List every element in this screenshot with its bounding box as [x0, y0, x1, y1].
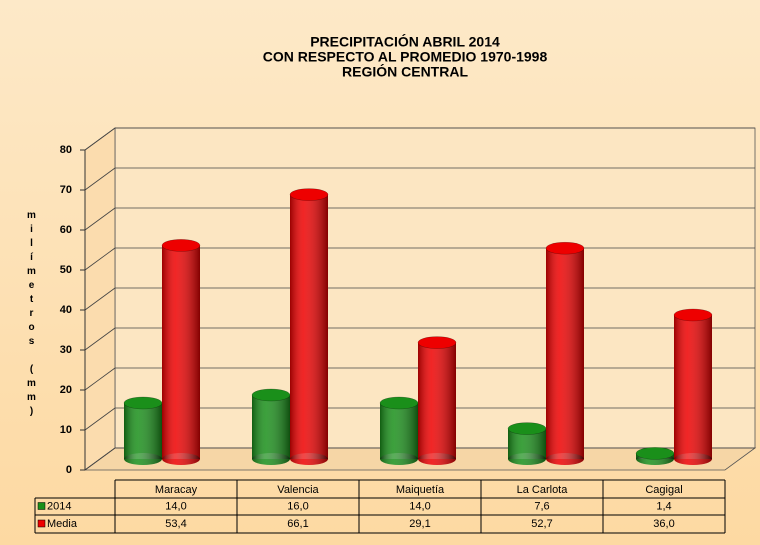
grid-line: [84, 407, 116, 431]
x-tick-label: Maracay: [155, 484, 198, 496]
bar-top: [251, 388, 291, 402]
y-tick-label: 70: [60, 184, 72, 196]
grid-line: [84, 207, 116, 231]
bar-shade: [252, 395, 290, 459]
value-label: 14,0: [165, 500, 186, 512]
bar-shade: [290, 194, 328, 459]
y-axis-label: milímetros (mm): [26, 210, 37, 420]
y-tick-label: 10: [60, 424, 72, 436]
bar: [417, 336, 457, 465]
grid-line: [84, 447, 116, 471]
legend-swatch: [37, 502, 46, 510]
bar-shade: [418, 342, 456, 459]
y-tick-label: 0: [66, 464, 72, 476]
legend-swatch: [37, 519, 46, 528]
bar-shade: [380, 403, 418, 459]
bar-top: [161, 239, 201, 252]
bar-top: [635, 447, 675, 460]
grid-line: [84, 127, 116, 151]
bar-top: [545, 241, 585, 255]
value-label: 36,0: [653, 518, 674, 530]
bar-bottom-shade: [252, 453, 290, 465]
bar-top: [379, 396, 419, 410]
x-tick-label: Valencia: [277, 484, 319, 496]
x-tick-label: La Carlota: [517, 484, 569, 496]
legend-label: Media: [47, 518, 78, 530]
value-label: 14,0: [409, 500, 430, 512]
bar-bottom-shade: [418, 453, 456, 465]
value-label: 16,0: [287, 500, 308, 512]
y-tick-label: 30: [60, 344, 72, 356]
y-tick-label: 80: [60, 144, 72, 156]
grid-line: [84, 247, 116, 271]
chart-title: REGIÓN CENTRAL: [342, 63, 468, 80]
bar-bottom-shade: [290, 453, 328, 465]
bar: [251, 388, 291, 465]
value-label: 29,1: [409, 518, 430, 530]
bar-shade: [674, 315, 712, 459]
bar-top: [673, 308, 713, 322]
bar-bottom-shade: [546, 453, 584, 465]
value-label: 7,6: [534, 500, 549, 512]
bar: [507, 422, 547, 465]
y-tick-label: 20: [60, 384, 72, 396]
bar-bottom-shade: [162, 453, 200, 465]
x-tick-label: Maiquetía: [396, 484, 445, 496]
bar: [635, 447, 675, 465]
bar: [123, 396, 163, 465]
value-label: 53,4: [165, 518, 186, 530]
chart-title: PRECIPITACIÓN ABRIL 2014: [310, 33, 500, 50]
value-label: 52,7: [531, 518, 552, 530]
grid-line: [84, 287, 116, 311]
value-label: 66,1: [287, 518, 308, 530]
value-label: 1,4: [656, 500, 671, 512]
bar: [673, 308, 713, 465]
bar: [545, 241, 585, 465]
bar: [379, 396, 419, 465]
grid-line: [84, 327, 116, 351]
bar: [161, 239, 201, 465]
bar-bottom-shade: [380, 453, 418, 465]
bar-bottom-shade: [508, 453, 546, 465]
bar-top: [289, 188, 329, 201]
legend-label: 2014: [47, 500, 71, 512]
bar-top: [123, 396, 163, 410]
y-tick-label: 60: [60, 224, 72, 236]
bar-shade: [124, 403, 162, 459]
grid-line: [84, 167, 116, 191]
bar: [289, 188, 329, 465]
grid-line: [84, 367, 116, 391]
y-tick-label: 40: [60, 304, 72, 316]
chart-title: CON RESPECTO AL PROMEDIO 1970-1998: [263, 49, 548, 65]
bar-top: [507, 422, 547, 435]
x-tick-label: Cagigal: [645, 484, 682, 496]
bar-shade: [546, 248, 584, 459]
bar-bottom-shade: [674, 453, 712, 465]
bar-top: [417, 336, 457, 349]
bar-bottom-shade: [124, 453, 162, 465]
y-tick-label: 50: [60, 264, 72, 276]
bar-shade: [162, 245, 200, 459]
